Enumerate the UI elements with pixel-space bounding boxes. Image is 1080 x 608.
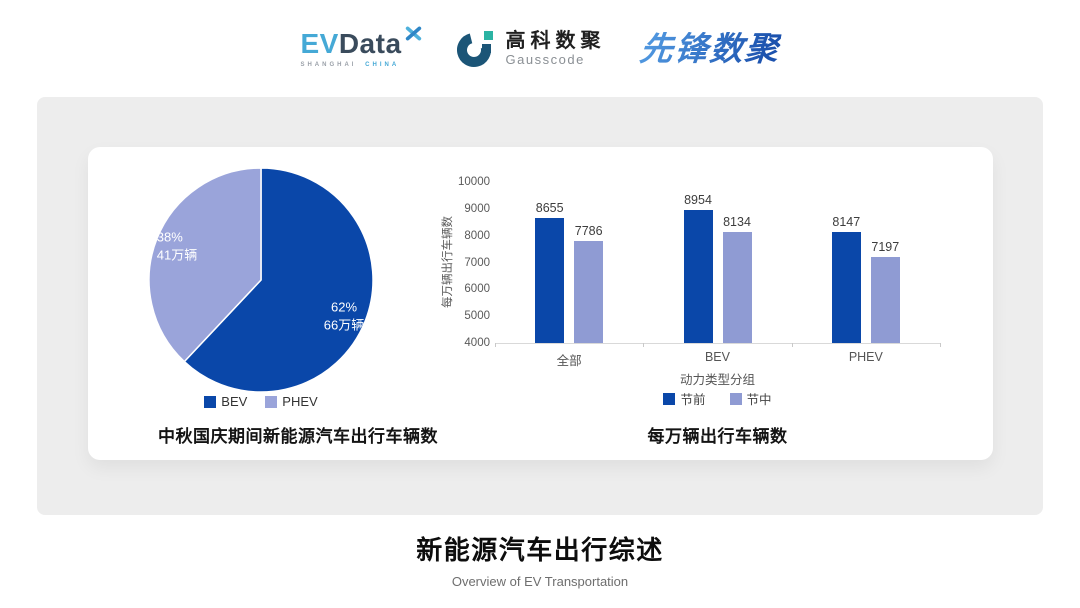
pioneer-logo: 先锋数聚 — [637, 30, 782, 67]
gausscode-name-cn: 高科数聚 — [505, 29, 606, 52]
gausscode-name-en: Gausscode — [505, 51, 585, 67]
evdata-subtext-shanghai: SHANGHAI — [300, 61, 357, 68]
pie-chart-block: 38% 41万辆 62% 66万辆 BEV PHEV — [88, 147, 438, 460]
pie-phev-pct: 38% — [156, 229, 183, 245]
y-tick-label: 8000 — [464, 229, 490, 242]
bar-x-axis-line — [495, 343, 940, 344]
pie-slice-label-bev: 62% 66万辆 — [324, 298, 364, 333]
report-panel: 38% 41万辆 62% 66万辆 BEV PHEV — [37, 97, 1043, 515]
pie-chart-title: 中秋国庆期间新能源汽车出行车辆数 — [158, 427, 438, 446]
bar-value-label: 8147 — [832, 214, 861, 229]
bar-chart-block: 每万辆出行车辆数 4000 5000 6000 7000 8000 9000 10000 全部… — [428, 147, 993, 460]
legend-swatch-bev — [204, 395, 217, 408]
bar-x-axis-tick — [940, 343, 941, 347]
y-tick-label: 7000 — [464, 256, 490, 269]
y-tick-label: 9000 — [464, 202, 490, 215]
x-tick-label: BEV — [704, 350, 730, 364]
y-tick-label: 5000 — [464, 310, 490, 323]
bar-legend-item-pre: 节前 — [663, 389, 706, 408]
pie-legend-item-phev: PHEV — [265, 394, 318, 409]
evdata-wordmark: EV Data — [300, 26, 422, 59]
bar-legend-label-pre: 节前 — [680, 393, 706, 407]
y-tick-label: 10000 — [458, 176, 490, 188]
pie-legend-label-bev: BEV — [221, 394, 248, 409]
y-tick-label: 6000 — [464, 283, 490, 296]
bar-chart-title: 每万辆出行车辆数 — [647, 427, 788, 446]
bar-节前-PHEV — [831, 231, 861, 343]
y-tick-label: 4000 — [464, 337, 490, 349]
bar-value-label: 7197 — [871, 240, 900, 255]
x-tick-label: PHEV — [848, 350, 883, 364]
bar-legend: 节前 节中 — [495, 389, 940, 408]
bar-节中-全部 — [574, 241, 604, 343]
pie-legend-label-phev: PHEV — [282, 394, 318, 409]
bar-节中-BEV — [722, 232, 752, 343]
pie-bev-pct: 62% — [330, 299, 358, 315]
evdata-logo: EV Data SHANGHAI CHINA — [300, 26, 422, 68]
gausscode-text: 高科数聚 Gausscode — [506, 30, 606, 67]
pie-slice-label-phev: 38% 41万辆 — [157, 228, 197, 263]
bar-节中-PHEV — [870, 257, 900, 343]
bar-x-axis-tick — [643, 343, 645, 347]
gausscode-icon — [456, 30, 493, 67]
bar-legend-item-mid: 节中 — [729, 389, 772, 408]
bar-legend-label-mid: 节中 — [746, 393, 772, 407]
bar-value-label: 8134 — [723, 215, 751, 230]
bar-value-label: 7786 — [574, 224, 603, 239]
legend-swatch-pre-holiday — [663, 392, 676, 405]
pie-bev-value: 66万辆 — [323, 317, 365, 332]
charts-card: 38% 41万辆 62% 66万辆 BEV PHEV — [88, 147, 993, 460]
page-title: 新能源汽车出行综述 — [416, 535, 664, 565]
bar-节前-BEV — [683, 210, 713, 343]
pie-phev-value: 41万辆 — [156, 247, 198, 262]
pie-slice-phev — [148, 167, 262, 363]
legend-swatch-phev — [265, 395, 278, 408]
evdata-wordmark-ev: EV — [300, 27, 339, 59]
bar-x-axis-title: 动力类型分组 — [679, 373, 755, 387]
bar-value-label: 8655 — [535, 201, 564, 216]
bar-节前-全部 — [535, 218, 565, 343]
header-logos: EV Data SHANGHAI CHINA 高科数聚 Gausscode — [0, 0, 1080, 97]
bar-x-axis-tick — [495, 343, 496, 347]
evdata-x-icon — [405, 26, 421, 40]
footer: 新能源汽车出行综述 Overview of EV Transportation — [0, 530, 1080, 589]
pie-slice-bev — [183, 167, 374, 393]
bar-x-axis-tick — [791, 343, 793, 347]
legend-swatch-mid-holiday — [729, 392, 742, 405]
pie-legend-item-bev: BEV — [204, 394, 247, 409]
x-tick-label: 全部 — [556, 354, 582, 368]
evdata-wordmark-data: Data — [338, 27, 402, 59]
evdata-subtext: SHANGHAI CHINA — [300, 62, 399, 68]
pie-legend: BEV PHEV — [146, 394, 376, 409]
bar-value-label: 8954 — [684, 193, 712, 208]
page-subtitle: Overview of EV Transportation — [451, 574, 629, 589]
pioneer-logo-text: 先锋数聚 — [637, 30, 782, 67]
pie-chart — [148, 167, 374, 393]
gausscode-logo: 高科数聚 Gausscode — [456, 29, 606, 69]
evdata-subtext-china: CHINA — [365, 61, 400, 68]
bar-plot-area: 4000 5000 6000 7000 8000 9000 10000 全部 8655 7786 B… — [428, 147, 993, 460]
